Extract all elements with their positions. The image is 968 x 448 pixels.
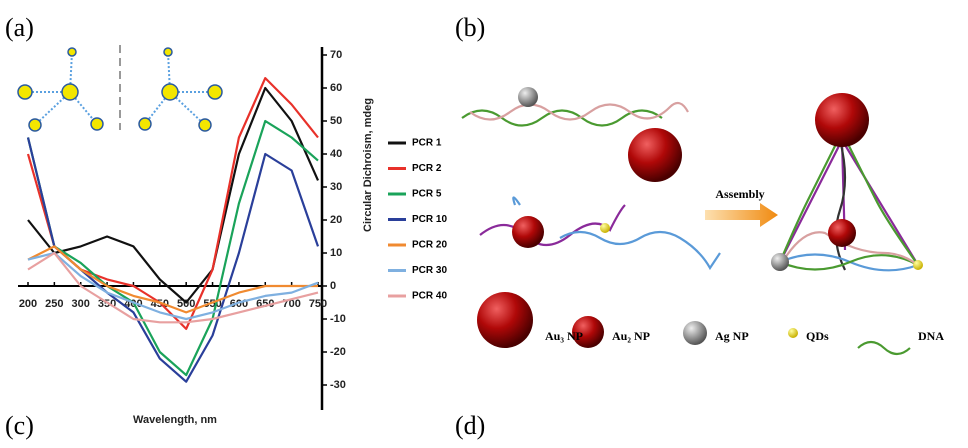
legend-label: PCR 20 <box>412 240 447 251</box>
y-tick-label: 30 <box>330 181 342 193</box>
series-line <box>27 251 319 324</box>
arrow <box>705 203 778 227</box>
panel-label: (d) <box>455 411 485 440</box>
series-line <box>27 86 320 304</box>
legend-label: PCR 40 <box>412 291 447 302</box>
x-tick-label: 200 <box>19 298 37 310</box>
assembly-diagram <box>461 101 919 356</box>
x-tick-label: 500 <box>177 298 195 310</box>
y-tick-label: 0 <box>330 280 336 292</box>
legend-label: QDs <box>806 329 829 343</box>
assembly-label: Assembly <box>715 187 764 201</box>
y-tick-label: -20 <box>330 346 346 358</box>
legend-label: PCR 30 <box>412 265 447 276</box>
legend-label: Ag NP <box>715 329 749 343</box>
y-tick-label: 70 <box>330 49 342 61</box>
cd-chart: 200 250 300 350 400 450 500 550 600 650 700 750-30-… <box>18 47 447 426</box>
x-tick-label: 750 <box>309 298 327 310</box>
series-line <box>26 119 319 377</box>
panel-label: (b) <box>455 13 485 42</box>
y-tick-label: 50 <box>330 115 342 127</box>
series-line <box>27 251 319 321</box>
x-tick-label: 300 <box>72 298 90 310</box>
y-tick-label: 10 <box>330 247 342 259</box>
legend-label: Au₂ NP <box>612 329 650 343</box>
x-axis-label: Wavelength, nm <box>133 414 217 426</box>
particles <box>477 87 923 348</box>
panel-label: (c) <box>5 411 34 440</box>
legend-label: PCR 10 <box>412 214 447 225</box>
y-tick-label: -30 <box>330 379 346 391</box>
x-tick-label: 250 <box>45 298 63 310</box>
molecule-atoms <box>17 47 223 132</box>
series-line <box>26 137 320 383</box>
legend-label: DNA <box>918 329 944 343</box>
y-axis-label: Circular Dichroism, mdeg <box>362 98 374 232</box>
legend-label: PCR 2 <box>412 163 442 174</box>
y-tick-label: 60 <box>330 82 342 94</box>
y-tick-label: 40 <box>330 148 342 160</box>
series-line <box>27 245 318 314</box>
legend-label: PCR 1 <box>412 138 442 149</box>
legend-label: PCR 5 <box>412 189 442 200</box>
panel-label: (a) <box>5 13 34 42</box>
legend-label: Au₃ NP <box>545 329 583 343</box>
y-tick-label: 20 <box>330 214 342 226</box>
y-tick-label: -10 <box>330 313 346 325</box>
